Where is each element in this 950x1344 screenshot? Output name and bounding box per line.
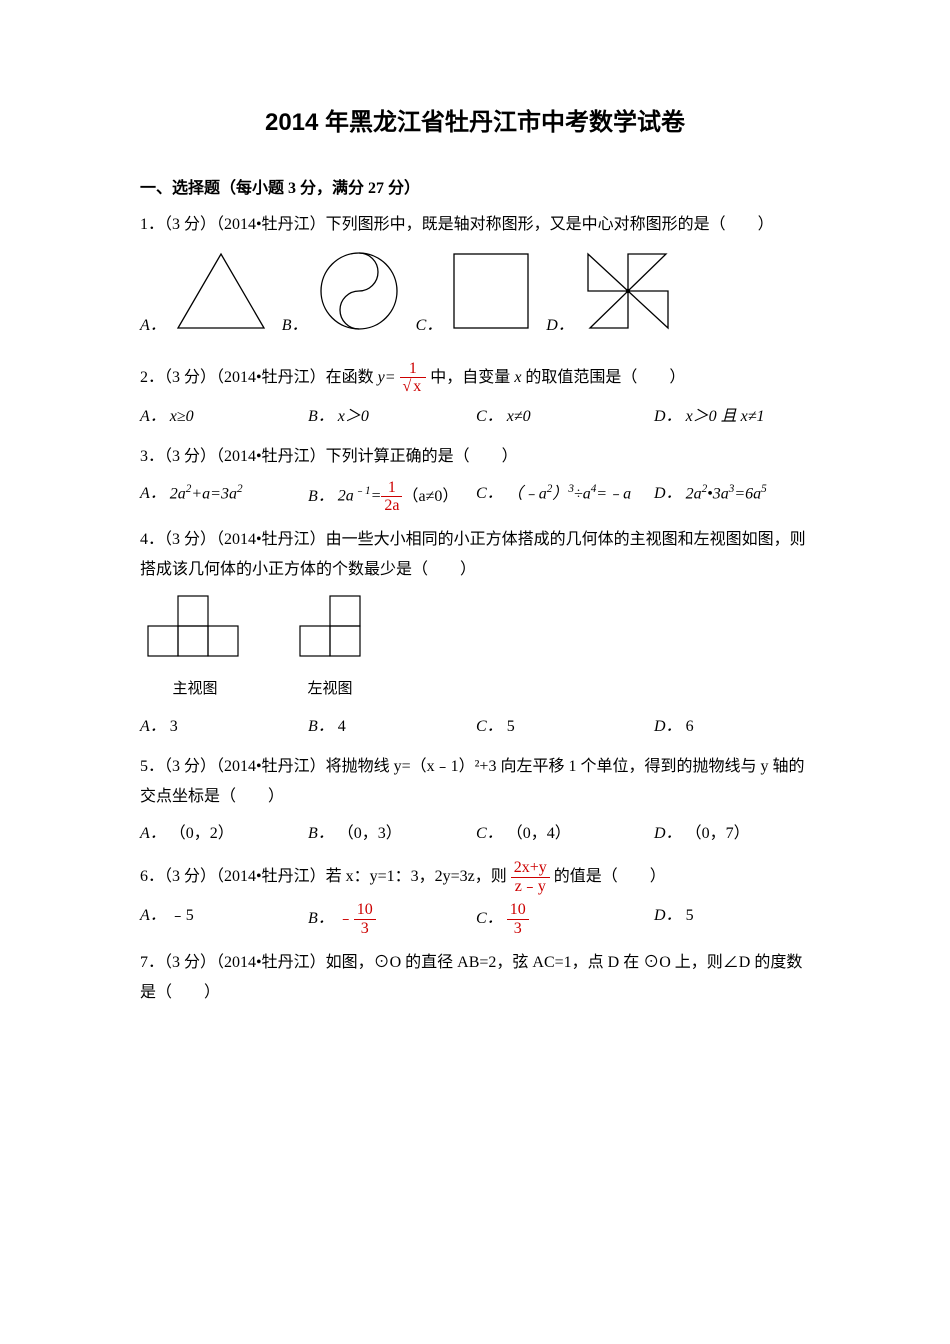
q5-C-text: （0，4）: [507, 819, 571, 849]
q1-stem: 1．（3 分）（2014•牡丹江）下列图形中，既是轴对称图形，又是中心对称图形的…: [140, 216, 774, 233]
q6-C-frac: 10 3: [507, 901, 529, 937]
q5-D-label: D．: [654, 819, 682, 849]
question-6: 6．（3 分）（2014•牡丹江）若 x：y=1：3，2y=3z，则 2x+y …: [140, 859, 810, 895]
q1-D-label: D．: [546, 311, 574, 341]
q4-B-text: 4: [338, 712, 346, 742]
q6-B-num: 10: [354, 901, 376, 920]
q2-B-text: x＞0: [338, 402, 369, 432]
q1-C-label: C．: [416, 311, 443, 341]
frac-den: x: [400, 378, 427, 396]
question-2: 2．（3 分）（2014•牡丹江）在函数 y= 1 x 中，自变量 x 的取值范…: [140, 360, 810, 396]
q6-B-label: B．: [308, 904, 334, 934]
main-view-icon: [140, 592, 250, 662]
q2-fraction: 1 x: [400, 360, 427, 396]
q4-C-text: 5: [507, 712, 515, 742]
q5-A-text: （0，2）: [170, 819, 234, 849]
q4-C-label: C．: [476, 712, 503, 742]
q4-A-label: A．: [140, 712, 166, 742]
question-5: 5．（3 分）（2014•牡丹江）将抛物线 y=（x﹣1）²+3 向左平移 1 …: [140, 752, 810, 813]
q6-frac-num: 2x+y: [511, 859, 550, 878]
q6-D-label: D．: [654, 901, 682, 931]
square-icon: [448, 248, 534, 345]
section-heading: 一、选择题（每小题 3 分，满分 27 分）: [140, 174, 810, 204]
q3-D-label: D．: [654, 479, 682, 509]
q5-choices: A．（0，2） B．（0，3） C．（0，4） D．（0，7）: [140, 819, 810, 849]
q2-C-label: C．: [476, 402, 503, 432]
q2-D-label: D．: [654, 402, 682, 432]
q6-C-den: 3: [507, 920, 529, 938]
pinwheel-icon: [580, 248, 676, 345]
q3-A-label: A．: [140, 479, 166, 509]
q2-D-text: x＞0 且 x≠1: [686, 402, 765, 432]
main-view: 主视图: [140, 592, 250, 704]
q1-B-label: B．: [282, 311, 308, 341]
q6-C-num: 10: [507, 901, 529, 920]
q5-D-text: （0，7）: [686, 819, 750, 849]
q6-stem-pre: 6．（3 分）（2014•牡丹江）若 x：y=1：3，2y=3z，则: [140, 868, 507, 885]
q2-stem-tail: 的取值范围是（ ）: [525, 369, 685, 386]
q1-A-label: A．: [140, 311, 166, 341]
q4-choices: A．3 B．4 C．5 D．6: [140, 712, 810, 742]
q6-stem-post: 的值是（ ）: [554, 868, 666, 885]
question-1: 1．（3 分）（2014•牡丹江）下列图形中，既是轴对称图形，又是中心对称图形的…: [140, 210, 810, 240]
q4-D-label: D．: [654, 712, 682, 742]
q2-var: x: [514, 369, 521, 386]
main-view-caption: 主视图: [140, 675, 250, 704]
q4-D-text: 6: [686, 712, 694, 742]
q5-B-text: （0，3）: [338, 819, 402, 849]
q2-stem-pre: 2．（3 分）（2014•牡丹江）在函数: [140, 369, 378, 386]
q6-B-den: 3: [354, 920, 376, 938]
q3-choices: A．2a2+a=3a2 B． 2a﹣1= 12a （a≠0） C．（﹣a2）3÷…: [140, 479, 810, 515]
q2-A-text: x≥0: [170, 402, 194, 432]
q1-choice-row: A． B． C． D．: [140, 248, 810, 345]
q2-y: y=: [378, 369, 396, 386]
q3-C-label: C．: [476, 479, 503, 509]
q6-A-text: ﹣5: [170, 901, 194, 931]
q6-D-text: 5: [686, 901, 694, 931]
q6-A-label: A．: [140, 901, 166, 931]
left-view: 左视图: [290, 592, 370, 704]
q5-C-label: C．: [476, 819, 503, 849]
q3-C-text: （﹣a2）3÷a4=﹣a: [507, 479, 631, 510]
page-title: 2014 年黑龙江省牡丹江市中考数学试卷: [140, 100, 810, 146]
q2-stem-post: 中，自变量: [430, 369, 514, 386]
q5-A-label: A．: [140, 819, 166, 849]
left-view-caption: 左视图: [290, 675, 370, 704]
q3-B-label: B．: [308, 482, 334, 512]
q5-B-label: B．: [308, 819, 334, 849]
frac-num: 1: [400, 360, 427, 379]
q3-B-lhs: 2a﹣1=: [338, 481, 382, 512]
yinyang-icon: [314, 248, 404, 345]
q6-frac-den: z﹣y: [511, 878, 550, 896]
left-view-icon: [290, 592, 370, 662]
q4-views: 主视图 左视图: [140, 592, 810, 704]
question-7: 7．（3 分）（2014•牡丹江）如图，⊙O 的直径 AB=2，弦 AC=1，点…: [140, 948, 810, 1009]
q6-B-neg: ﹣: [338, 904, 354, 934]
q6-choices: A．﹣5 B． ﹣ 10 3 C． 10 3 D．5: [140, 901, 810, 937]
triangle-icon: [172, 248, 270, 345]
q2-C-text: x≠0: [507, 402, 531, 432]
q3-D-text: 2a2•3a3=6a5: [686, 479, 767, 510]
q6-B-frac: 10 3: [354, 901, 376, 937]
q3-B-paren: （a≠0）: [402, 482, 458, 512]
q6-C-label: C．: [476, 904, 503, 934]
question-4: 4．（3 分）（2014•牡丹江）由一些大小相同的小正方体搭成的几何体的主视图和…: [140, 525, 810, 586]
q3-A-text: 2a2+a=3a2: [170, 479, 243, 510]
q2-B-label: B．: [308, 402, 334, 432]
q6-fraction: 2x+y z﹣y: [511, 859, 550, 895]
q4-A-text: 3: [170, 712, 178, 742]
q4-B-label: B．: [308, 712, 334, 742]
q2-choices: A．x≥0 B．x＞0 C．x≠0 D．x＞0 且 x≠1: [140, 402, 810, 432]
q2-A-label: A．: [140, 402, 166, 432]
q3-B-frac: 12a: [381, 479, 402, 515]
question-3: 3．（3 分）（2014•牡丹江）下列计算正确的是（ ）: [140, 442, 810, 472]
